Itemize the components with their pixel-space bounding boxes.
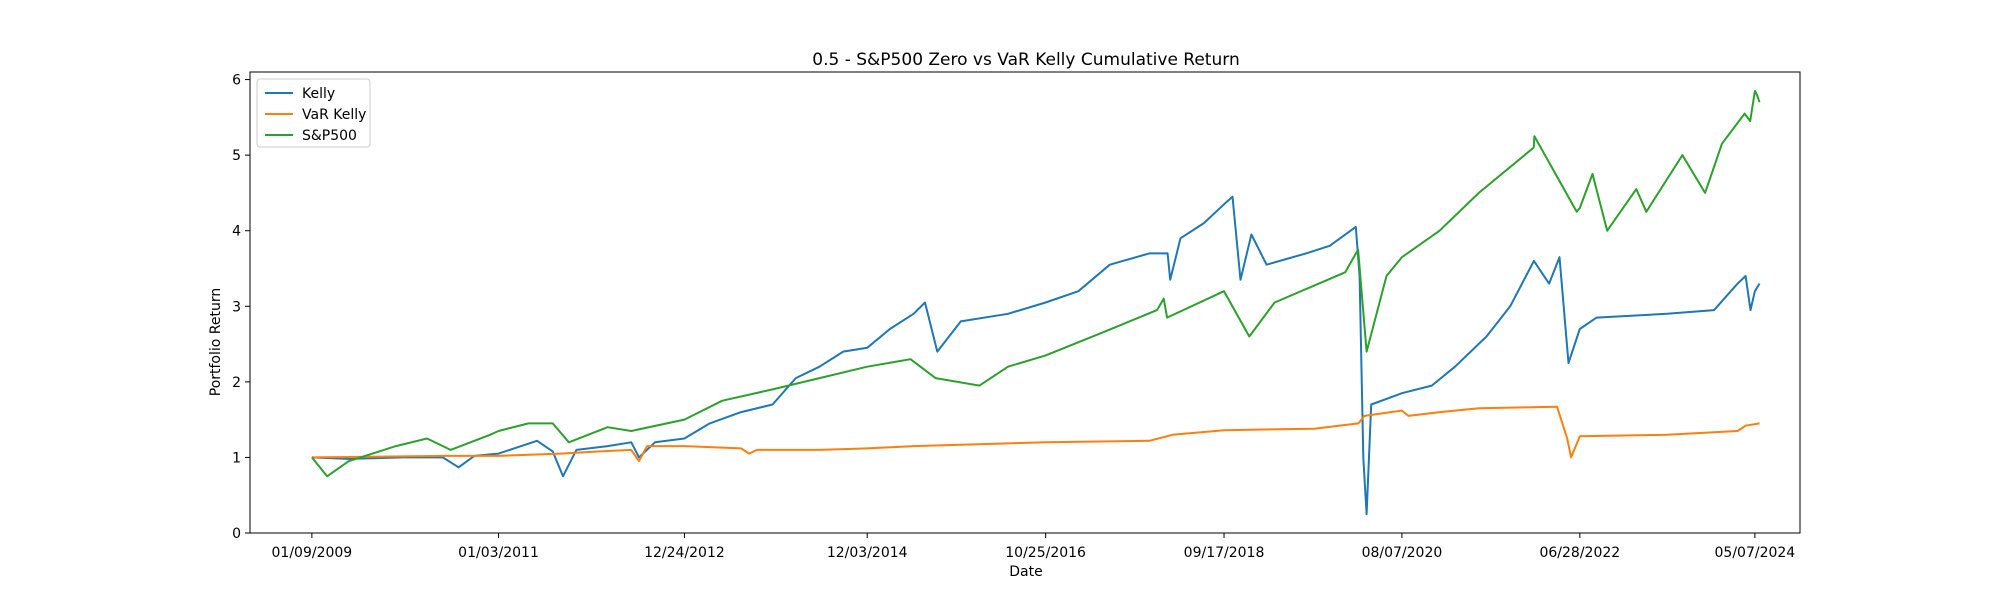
x-tick-label: 06/28/2022 bbox=[1539, 545, 1620, 561]
legend-box bbox=[256, 78, 371, 148]
x-tick-label: 10/25/2016 bbox=[1005, 545, 1086, 561]
y-tick-label: 5 bbox=[232, 148, 241, 164]
legend-label: S&P500 bbox=[302, 128, 357, 144]
y-tick-label: 6 bbox=[232, 73, 241, 89]
x-tick-label: 08/07/2020 bbox=[1362, 545, 1443, 561]
x-tick-label: 12/24/2012 bbox=[644, 545, 725, 561]
chart-title: 0.5 - S&P500 Zero vs VaR Kelly Cumulativ… bbox=[812, 50, 1239, 70]
plot-frame bbox=[249, 71, 1801, 534]
x-tick-label: 09/17/2018 bbox=[1184, 545, 1265, 561]
x-tick-label: 05/07/2024 bbox=[1715, 545, 1796, 561]
y-axis-label: Portfolio Return bbox=[208, 288, 224, 397]
y-tick-label: 0 bbox=[232, 526, 241, 542]
y-tick-label: 1 bbox=[232, 450, 241, 466]
series-line-s-p500 bbox=[311, 89, 1761, 478]
axis-ticks: 01/09/2009 01/03/2011 12/24/2012 12/03/2014… bbox=[232, 73, 1795, 561]
legend: Kelly VaR Kelly S&P500 bbox=[256, 78, 371, 148]
series-line-kelly bbox=[311, 195, 1761, 516]
x-tick-label: 12/03/2014 bbox=[827, 545, 908, 561]
x-tick-label: 01/09/2009 bbox=[272, 545, 353, 561]
y-tick-label: 3 bbox=[232, 299, 241, 315]
series-lines bbox=[311, 89, 1761, 516]
y-tick-label: 2 bbox=[232, 375, 241, 391]
legend-label: VaR Kelly bbox=[302, 107, 366, 123]
legend-label: Kelly bbox=[302, 86, 335, 102]
x-tick-label: 01/03/2011 bbox=[458, 545, 539, 561]
series-line-var-kelly bbox=[311, 405, 1760, 463]
x-axis-label: Date bbox=[1009, 564, 1042, 580]
y-tick-label: 4 bbox=[232, 224, 241, 240]
